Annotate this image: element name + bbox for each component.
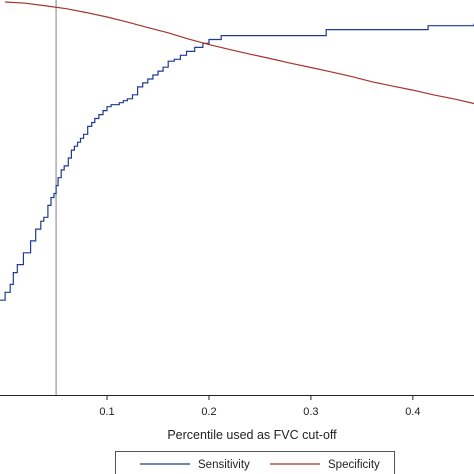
x-tick-label: 0.4 xyxy=(405,406,420,418)
x-tick-label: 0.1 xyxy=(99,406,114,418)
x-axis-title: Percentile used as FVC cut-off xyxy=(167,428,337,442)
legend: Sensitivity Specificity xyxy=(115,451,395,474)
legend-box xyxy=(115,451,395,474)
x-tick-label: 0.2 xyxy=(201,406,216,418)
series-line-specificity xyxy=(5,1,474,105)
legend-label-specificity: Specificity xyxy=(328,459,380,471)
series-layer xyxy=(0,1,474,301)
legend-label-sensitivity: Sensitivity xyxy=(198,459,250,471)
x-ticks: 0.1 0.2 0.3 0.4 xyxy=(99,395,420,418)
series-line-sensitivity xyxy=(0,23,474,301)
plot-area: 0.1 0.2 0.3 0.4 xyxy=(0,0,474,418)
x-tick-label: 0.3 xyxy=(303,406,318,418)
